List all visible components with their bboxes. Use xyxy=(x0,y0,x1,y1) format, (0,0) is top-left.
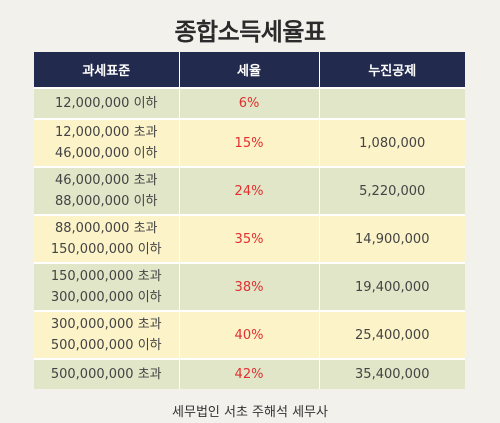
tax-base-line1: 46,000,000 초과 xyxy=(55,173,158,188)
deduction-cell: 1,080,000 xyxy=(319,118,465,167)
tax-base-line2: 300,000,000 이하 xyxy=(50,290,162,305)
tax-base-line1: 12,000,000 초과 xyxy=(55,125,158,140)
tax-base-cell: 12,000,000 이하 xyxy=(34,87,180,119)
table-row: 300,000,000 초과 500,000,000 이하 40% 25,400,… xyxy=(34,310,465,359)
tax-base-line1: 88,000,000 초과 xyxy=(55,221,158,236)
tax-base-cell: 300,000,000 초과 500,000,000 이하 xyxy=(34,310,180,359)
header-progressive-deduction: 누진공제 xyxy=(319,52,465,88)
tax-rate-cell: 35% xyxy=(179,214,320,263)
tax-rate-cell: 40% xyxy=(179,310,320,359)
table-row: 12,000,000 이하 6% xyxy=(34,87,465,119)
tax-rate-cell: 6% xyxy=(179,87,320,119)
page-title: 종합소득세율표 xyxy=(174,18,326,46)
tax-base-line2: 500,000,000 이하 xyxy=(50,338,162,353)
tax-base-cell: 46,000,000 초과 88,000,000 이하 xyxy=(34,166,180,215)
tax-base-cell: 88,000,000 초과 150,000,000 이하 xyxy=(34,214,180,263)
table-row: 150,000,000 초과 300,000,000 이하 38% 19,400,… xyxy=(34,262,465,311)
table-row: 500,000,000 초과 42% 35,400,000 xyxy=(34,358,465,389)
tax-rate-cell: 24% xyxy=(179,166,320,215)
header-tax-rate: 세율 xyxy=(179,52,320,88)
tax-base-cell: 150,000,000 초과 300,000,000 이하 xyxy=(34,262,180,311)
tax-base-cell: 500,000,000 초과 xyxy=(34,358,180,389)
tax-rate-cell: 15% xyxy=(179,118,320,167)
table-header-row: 과세표준 세율 누진공제 xyxy=(34,52,465,88)
deduction-cell: 5,220,000 xyxy=(319,166,465,215)
tax-rate-cell: 38% xyxy=(179,262,320,311)
tax-base-line2: 46,000,000 이하 xyxy=(55,146,158,161)
tax-rate-table: 과세표준 세율 누진공제 12,000,000 이하 6% 12,000,000… xyxy=(34,52,465,389)
tax-base-line1: 300,000,000 초과 xyxy=(50,317,162,332)
tax-base-line2: 150,000,000 이하 xyxy=(50,242,162,257)
tax-base-line1: 150,000,000 초과 xyxy=(50,269,162,284)
table-row: 88,000,000 초과 150,000,000 이하 35% 14,900,0… xyxy=(34,214,465,263)
tax-base-line1: 12,000,000 이하 xyxy=(55,96,158,111)
tax-base-cell: 12,000,000 초과 46,000,000 이하 xyxy=(34,118,180,167)
tax-base-line1: 500,000,000 초과 xyxy=(50,367,162,382)
deduction-cell: 14,900,000 xyxy=(319,214,465,263)
tax-rate-cell: 42% xyxy=(179,358,320,389)
deduction-cell: 35,400,000 xyxy=(319,358,465,389)
table-row: 12,000,000 초과 46,000,000 이하 15% 1,080,000 xyxy=(34,118,465,167)
deduction-cell: 19,400,000 xyxy=(319,262,465,311)
deduction-cell xyxy=(319,87,465,119)
deduction-cell: 25,400,000 xyxy=(319,310,465,359)
header-tax-base: 과세표준 xyxy=(34,52,180,88)
tax-base-line2: 88,000,000 이하 xyxy=(55,194,158,209)
author-credit: 세무법인 서초 주해석 세무사 xyxy=(172,405,328,420)
table-row: 46,000,000 초과 88,000,000 이하 24% 5,220,000 xyxy=(34,166,465,215)
